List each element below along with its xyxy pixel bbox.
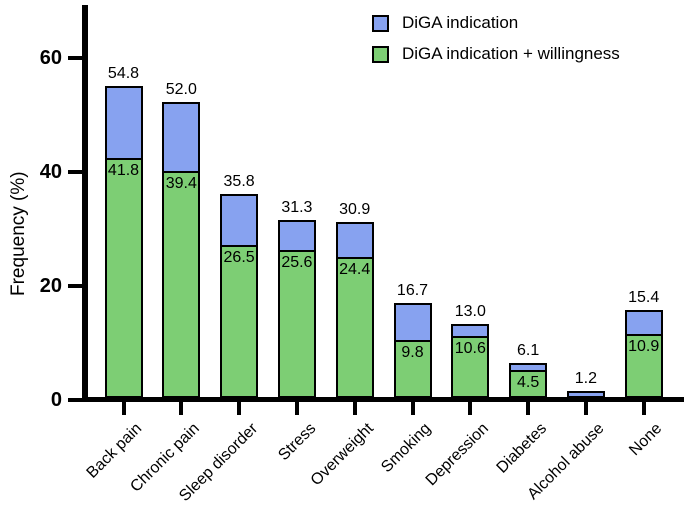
bar-value-label-sleep-disorder: 35.8 (223, 172, 255, 190)
bar-segment-willingness-diabetes (511, 370, 546, 396)
bar-depression (451, 323, 490, 398)
bar-value-label-depression: 13.0 (454, 302, 486, 320)
bar-value-label-smoking: 16.7 (396, 281, 429, 299)
y-tick-label-0: 0 (50, 389, 62, 411)
bar-alcohol-abuse (566, 391, 605, 398)
bar-value-label-chronic-pain: 52.0 (165, 80, 197, 98)
bar-smoking (393, 302, 432, 398)
bar-value-label-overweight: 30.9 (339, 200, 371, 218)
y-tick-40 (68, 170, 83, 174)
y-tick-label-20: 20 (39, 275, 62, 297)
bar-none (624, 310, 663, 398)
x-tick-stress (294, 402, 299, 415)
bar-willingness-label-diabetes: 4.5 (516, 374, 540, 392)
x-tick-back-pain (121, 402, 126, 415)
bar-segment-willingness-none (626, 333, 661, 396)
y-tick-20 (68, 284, 83, 288)
bar-willingness-label-sleep-disorder: 26.5 (223, 248, 255, 266)
bar-segment-willingness-smoking (395, 340, 430, 396)
legend-item-diga-indication-willingness: DiGA indication + willingness (372, 43, 620, 65)
x-tick-sleep-disorder (237, 402, 242, 415)
x-tick-diabetes (526, 402, 531, 415)
y-tick-0 (68, 398, 83, 402)
legend: DiGA indication DiGA indication + willin… (372, 12, 620, 74)
bar-segment-willingness-depression (453, 335, 488, 396)
x-category-label-diabetes: Diabetes (493, 420, 551, 477)
bar-sleep-disorder (220, 193, 259, 398)
bar-value-label-stress: 31.3 (281, 198, 313, 216)
bar-diabetes (509, 363, 548, 398)
x-tick-none (641, 402, 646, 415)
legend-label: DiGA indication + willingness (402, 44, 620, 63)
x-axis-line (82, 397, 684, 402)
bar-value-label-alcohol-abuse: 1.2 (574, 370, 598, 388)
bar-segment-willingness-sleep-disorder (222, 244, 257, 396)
bar-chronic-pain (162, 101, 201, 398)
bar-segment-willingness-back-pain (106, 157, 141, 396)
legend-label: DiGA indication (402, 13, 519, 32)
x-category-label-smoking: Smoking (378, 420, 435, 477)
bar-willingness-label-chronic-pain: 39.4 (165, 175, 197, 193)
bar-segment-willingness-overweight (337, 256, 372, 396)
bar-overweight (335, 221, 374, 398)
bar-segment-willingness-chronic-pain (164, 171, 199, 396)
x-category-label-none: None (626, 420, 666, 460)
x-tick-overweight (352, 402, 357, 415)
bar-willingness-label-none: 10.9 (628, 337, 660, 355)
y-tick-label-40: 40 (39, 161, 62, 183)
bar-value-label-none: 15.4 (628, 289, 660, 307)
x-tick-chronic-pain (179, 402, 184, 415)
bar-willingness-label-depression: 10.6 (454, 339, 486, 357)
legend-item-diga-indication: DiGA indication (372, 12, 620, 34)
bar-back-pain (104, 85, 143, 398)
legend-swatch-blue (372, 14, 389, 32)
x-tick-smoking (410, 402, 415, 415)
y-axis-line (82, 5, 88, 402)
bar-stress (277, 219, 316, 398)
bar-willingness-label-overweight: 24.4 (339, 260, 371, 278)
legend-swatch-green (372, 45, 389, 63)
bar-willingness-label-back-pain: 41.8 (107, 161, 140, 179)
x-category-label-stress: Stress (274, 420, 319, 465)
bar-value-label-back-pain: 54.8 (107, 64, 140, 82)
x-tick-depression (468, 402, 473, 415)
bar-segment-willingness-stress (279, 250, 314, 396)
bar-value-label-diabetes: 6.1 (516, 342, 540, 360)
x-tick-alcohol-abuse (583, 402, 588, 415)
bar-willingness-label-stress: 25.6 (281, 254, 313, 272)
bar-willingness-label-smoking: 9.8 (401, 344, 424, 362)
y-tick-label-60: 60 (39, 47, 62, 69)
y-tick-60 (68, 56, 83, 60)
